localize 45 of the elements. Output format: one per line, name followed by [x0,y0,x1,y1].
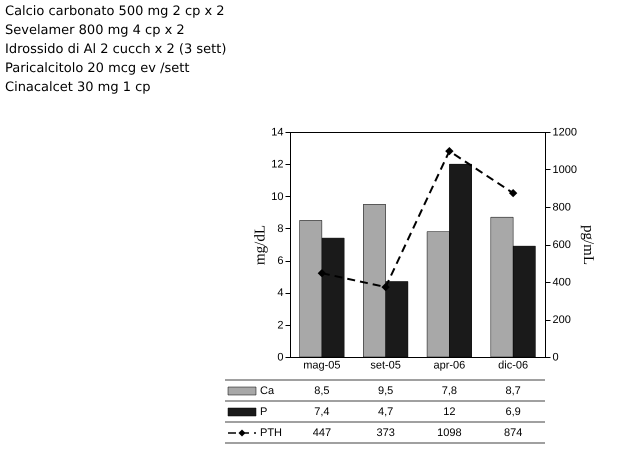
point [445,146,454,156]
y2-tick-label: 1000 [552,164,577,176]
data-label: 4,7 [378,406,394,418]
y-tick-label: 2 [277,319,284,332]
point [381,282,390,292]
y2-tick-label: 1200 [552,126,577,138]
y-axis-title: mg/dL [252,225,268,265]
data-label: 9,5 [378,385,394,397]
text: Idrossido di Al 2 cucch x 2 (3 sett) [5,42,226,57]
data-label: 373 [376,427,395,439]
y2-tick-label: 0 [552,352,559,364]
y2-tick-label: 200 [552,314,571,326]
y2-tick-label: 400 [552,276,571,288]
data-label: 7,8 [442,385,458,397]
legend-label: P [260,406,268,418]
point [508,188,518,198]
data-label: 1098 [437,427,462,439]
data-label: 874 [504,427,522,439]
y-tick-label: 4 [277,287,284,300]
legend-label: PTH [260,427,282,439]
y-tick-label: 10 [271,190,284,203]
x-tick-label: mag-05 [303,360,341,372]
y-tick-label: 8 [277,222,284,235]
data-label: 447 [312,427,332,439]
y2-tick-label: 600 [552,239,571,251]
y-tick-label: 0 [277,352,284,364]
x-tick-label: set-05 [370,360,401,372]
y-tick-label: 14 [271,126,284,138]
data-label: 6,9 [505,406,521,418]
data-label: 8,7 [505,385,521,397]
x-tick-label: apr-06 [433,360,466,372]
point [318,269,326,278]
y-tick-label: 6 [277,255,284,268]
data-label: 7,4 [314,406,330,418]
text: Cinacalcet 30 mg 1 cp [5,80,151,95]
data-label: 12 [443,406,456,418]
text: Calcio carbonato 500 mg 2 cp x 2 [5,4,225,19]
y2-axis-title: pg/mL [580,225,596,265]
text: Sevelamer 800 mg 4 cp x 2 [5,23,185,38]
text: Paricalcitolo 20 mcg ev /sett [5,61,190,76]
legend-label: Ca [260,385,275,397]
y2-tick-label: 800 [552,202,571,214]
x-tick-label: dic-06 [498,360,528,372]
data-label: 8,5 [314,385,330,397]
y-tick-label: 12 [271,158,284,171]
